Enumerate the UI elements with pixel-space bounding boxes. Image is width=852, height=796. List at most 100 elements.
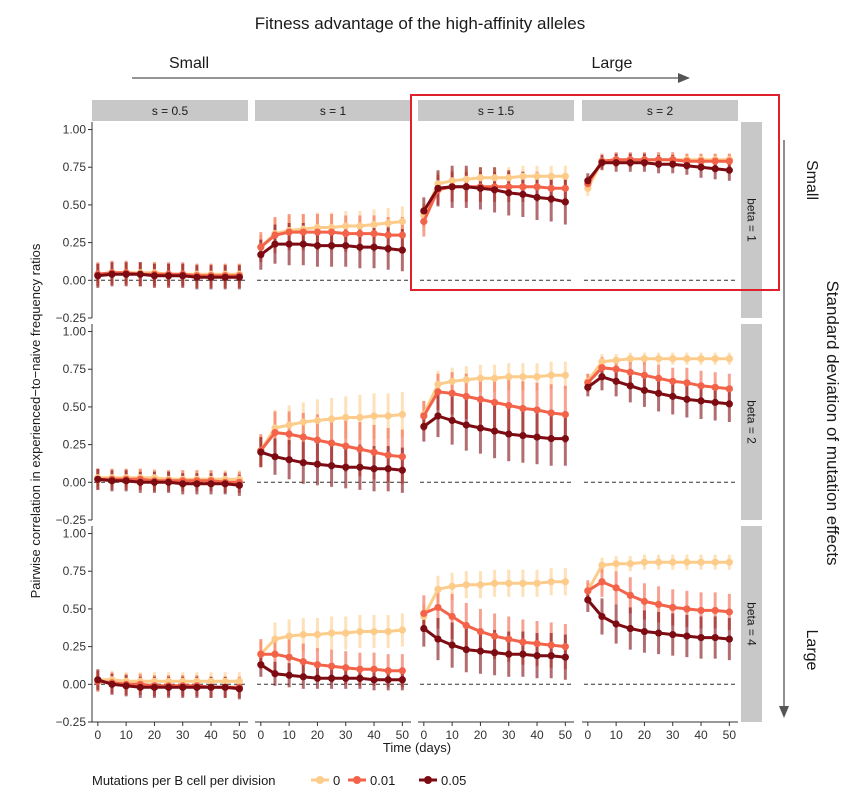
- data-point: [356, 222, 364, 230]
- row-strip-label: beta = 4: [745, 602, 759, 646]
- data-point: [640, 355, 649, 363]
- data-point: [221, 677, 229, 685]
- x-tick-label: 40: [694, 728, 708, 742]
- x-tick-label: 50: [396, 728, 410, 742]
- y-tick-label: 0.00: [63, 273, 87, 287]
- data-point: [476, 374, 485, 382]
- data-point: [505, 174, 513, 182]
- data-point: [257, 661, 265, 669]
- x-tick-label: 0: [420, 728, 427, 742]
- data-point: [398, 246, 406, 254]
- data-point: [179, 272, 187, 280]
- data-point: [356, 243, 364, 251]
- data-point: [179, 683, 187, 691]
- x-tick-label: 20: [148, 728, 162, 742]
- data-point: [654, 355, 663, 363]
- data-point: [505, 189, 513, 197]
- data-point: [448, 183, 456, 191]
- data-point: [434, 412, 442, 420]
- data-point: [136, 683, 144, 691]
- data-point: [547, 195, 555, 203]
- data-point: [122, 477, 130, 485]
- panel-r2-c2: [257, 391, 409, 493]
- data-point: [669, 160, 677, 168]
- data-point: [370, 448, 378, 456]
- data-point: [697, 633, 705, 642]
- data-point: [448, 389, 456, 397]
- data-point: [299, 228, 307, 236]
- data-point: [533, 652, 541, 660]
- data-point: [164, 683, 173, 691]
- data-point: [271, 240, 279, 248]
- data-point: [725, 400, 733, 408]
- data-point: [313, 661, 322, 669]
- x-tick-label: 10: [119, 728, 133, 742]
- data-point: [356, 627, 364, 636]
- data-point: [505, 650, 513, 658]
- data-point: [612, 584, 620, 592]
- data-point: [612, 365, 620, 373]
- data-point: [342, 674, 350, 682]
- data-point: [561, 434, 569, 443]
- legend-label: 0.01: [370, 773, 395, 788]
- data-point: [207, 677, 215, 685]
- data-point: [108, 270, 116, 278]
- data-point: [697, 355, 705, 363]
- data-point: [299, 658, 307, 666]
- y-tick-label: −0.25: [56, 715, 87, 729]
- data-point: [221, 273, 229, 281]
- data-point: [235, 685, 243, 693]
- data-point: [711, 606, 719, 615]
- data-point: [683, 379, 691, 387]
- data-point: [533, 193, 541, 201]
- data-point: [285, 430, 293, 438]
- y-tick-label: 0.25: [63, 438, 87, 452]
- col-strip-label: s = 2: [647, 104, 674, 118]
- y-tick-label: 1.00: [63, 527, 87, 541]
- data-point: [476, 184, 485, 192]
- data-point: [640, 597, 649, 605]
- x-tick-label: 0: [257, 728, 264, 742]
- y-tick-label: 0.75: [63, 564, 87, 578]
- panel-r1-c4: [584, 152, 736, 281]
- y-tick-label: −0.25: [56, 311, 87, 325]
- data-point: [327, 439, 336, 447]
- x-tick-label: 40: [367, 728, 381, 742]
- x-tick-label: 30: [176, 728, 190, 742]
- data-point: [327, 415, 336, 423]
- data-point: [654, 374, 663, 382]
- data-point: [420, 412, 428, 420]
- data-point: [462, 581, 470, 589]
- data-point: [476, 647, 485, 655]
- data-point: [462, 646, 470, 654]
- data-point: [299, 418, 307, 426]
- data-point: [448, 582, 456, 590]
- data-point: [384, 667, 392, 675]
- data-point: [384, 231, 392, 239]
- data-point: [342, 463, 350, 471]
- data-point: [711, 398, 719, 406]
- top-arrow-head: [678, 73, 690, 83]
- data-point: [150, 272, 159, 280]
- data-point: [561, 643, 569, 651]
- row-strip-label: beta = 2: [745, 400, 759, 444]
- data-point: [697, 397, 705, 405]
- data-point: [697, 157, 705, 165]
- data-point: [505, 373, 513, 381]
- right-arrow-head: [779, 706, 789, 718]
- x-tick-label: 0: [584, 728, 591, 742]
- data-point: [640, 159, 649, 167]
- data-point: [697, 606, 705, 615]
- panel-r1-c2: [257, 206, 409, 281]
- data-point: [669, 377, 677, 385]
- data-point: [612, 560, 620, 568]
- x-tick-label: 40: [530, 728, 544, 742]
- row-strip-label: beta = 1: [745, 198, 759, 242]
- data-point: [626, 368, 634, 376]
- data-point: [505, 430, 513, 438]
- x-tick-label: 40: [204, 728, 218, 742]
- data-point: [271, 231, 279, 239]
- data-point: [519, 431, 527, 440]
- data-point: [207, 273, 215, 281]
